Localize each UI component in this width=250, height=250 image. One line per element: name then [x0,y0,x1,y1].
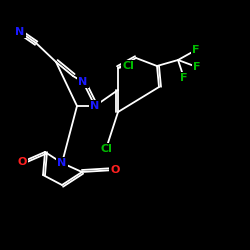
Text: N: N [78,77,88,87]
Text: F: F [192,45,200,55]
Text: N: N [90,101,100,111]
Text: O: O [17,157,27,167]
Text: Cl: Cl [100,144,112,154]
Text: F: F [193,62,201,72]
Text: Cl: Cl [122,61,134,71]
Text: N: N [58,158,66,168]
Text: F: F [180,73,188,83]
Text: N: N [16,27,24,37]
Text: O: O [110,165,120,175]
